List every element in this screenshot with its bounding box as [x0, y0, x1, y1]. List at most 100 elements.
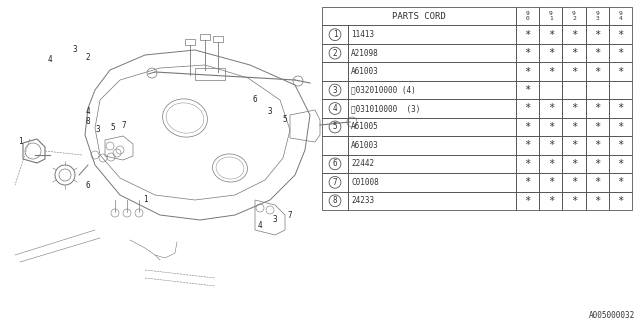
Text: *: * [524, 30, 531, 40]
Text: *: * [571, 177, 577, 187]
Text: *: * [617, 140, 623, 150]
Text: 9
4: 9 4 [618, 11, 622, 21]
Bar [516, 155, 540, 173]
Text: 5: 5 [333, 123, 337, 132]
Text: *: * [548, 177, 554, 187]
Text: *: * [548, 30, 554, 40]
Bar [563, 26, 586, 44]
Bar [563, 81, 586, 99]
Text: *: * [571, 196, 577, 206]
Bar [586, 192, 609, 210]
Text: *: * [617, 30, 623, 40]
Bar [322, 81, 348, 99]
Bar [563, 136, 586, 155]
Text: Ⓢ031010000  (3): Ⓢ031010000 (3) [351, 104, 420, 113]
Bar [563, 173, 586, 192]
Bar [586, 136, 609, 155]
Bar [586, 26, 609, 44]
Text: 1: 1 [333, 30, 337, 39]
Bar [563, 44, 586, 62]
Text: 9
0: 9 0 [525, 11, 529, 21]
Bar [540, 173, 563, 192]
Text: *: * [548, 67, 554, 76]
Bar [609, 173, 632, 192]
Bar [322, 136, 348, 155]
Bar [516, 81, 540, 99]
Bar [516, 26, 540, 44]
Bar [516, 44, 540, 62]
Text: 4: 4 [48, 55, 52, 65]
Bar [348, 62, 516, 81]
Text: 3: 3 [273, 215, 277, 225]
Text: *: * [524, 196, 531, 206]
Bar [516, 136, 540, 155]
Text: 6: 6 [333, 159, 337, 168]
Bar [609, 44, 632, 62]
Text: 24233: 24233 [351, 196, 374, 205]
Text: 3: 3 [268, 108, 272, 116]
Bar [540, 118, 563, 136]
Bar [516, 99, 540, 118]
Text: *: * [571, 30, 577, 40]
Bar [348, 192, 516, 210]
Text: *: * [594, 30, 600, 40]
Text: *: * [524, 122, 531, 132]
Text: PARTS CORD: PARTS CORD [392, 12, 446, 21]
Bar [609, 136, 632, 155]
Text: 11413: 11413 [351, 30, 374, 39]
Bar [322, 26, 348, 44]
Bar [348, 81, 516, 99]
Text: *: * [571, 122, 577, 132]
Text: *: * [548, 196, 554, 206]
Bar [563, 99, 586, 118]
Bar [348, 26, 516, 44]
Text: *: * [548, 48, 554, 58]
Bar [563, 192, 586, 210]
Bar [609, 99, 632, 118]
Text: *: * [571, 48, 577, 58]
Text: *: * [617, 103, 623, 114]
Bar [563, 155, 586, 173]
Text: *: * [594, 196, 600, 206]
Text: 8: 8 [333, 196, 337, 205]
Text: *: * [571, 140, 577, 150]
Bar [348, 136, 516, 155]
Bar [516, 192, 540, 210]
Text: *: * [548, 159, 554, 169]
Text: A21098: A21098 [351, 49, 379, 58]
Bar [540, 44, 563, 62]
Text: 3: 3 [333, 85, 337, 94]
Bar [540, 7, 563, 26]
Bar [322, 118, 348, 136]
Text: 22442: 22442 [351, 159, 374, 168]
Bar [540, 81, 563, 99]
Bar [540, 26, 563, 44]
Bar [563, 7, 586, 26]
Bar [586, 155, 609, 173]
Bar [609, 26, 632, 44]
Bar [586, 118, 609, 136]
Text: 5: 5 [111, 124, 115, 132]
Bar [540, 192, 563, 210]
Text: A61005: A61005 [351, 123, 379, 132]
Bar [540, 136, 563, 155]
Bar [348, 118, 516, 136]
Text: *: * [594, 140, 600, 150]
Bar [609, 155, 632, 173]
Text: *: * [617, 159, 623, 169]
Text: *: * [617, 122, 623, 132]
Text: 4: 4 [258, 220, 262, 229]
Text: *: * [524, 85, 531, 95]
Bar [516, 173, 540, 192]
Text: *: * [571, 103, 577, 114]
Text: 3: 3 [73, 45, 77, 54]
Text: *: * [594, 159, 600, 169]
Text: *: * [548, 103, 554, 114]
Bar [563, 62, 586, 81]
Text: *: * [524, 67, 531, 76]
Bar [322, 155, 348, 173]
Text: *: * [524, 159, 531, 169]
Text: 9
1: 9 1 [549, 11, 553, 21]
Text: A61003: A61003 [351, 141, 379, 150]
Text: *: * [594, 48, 600, 58]
